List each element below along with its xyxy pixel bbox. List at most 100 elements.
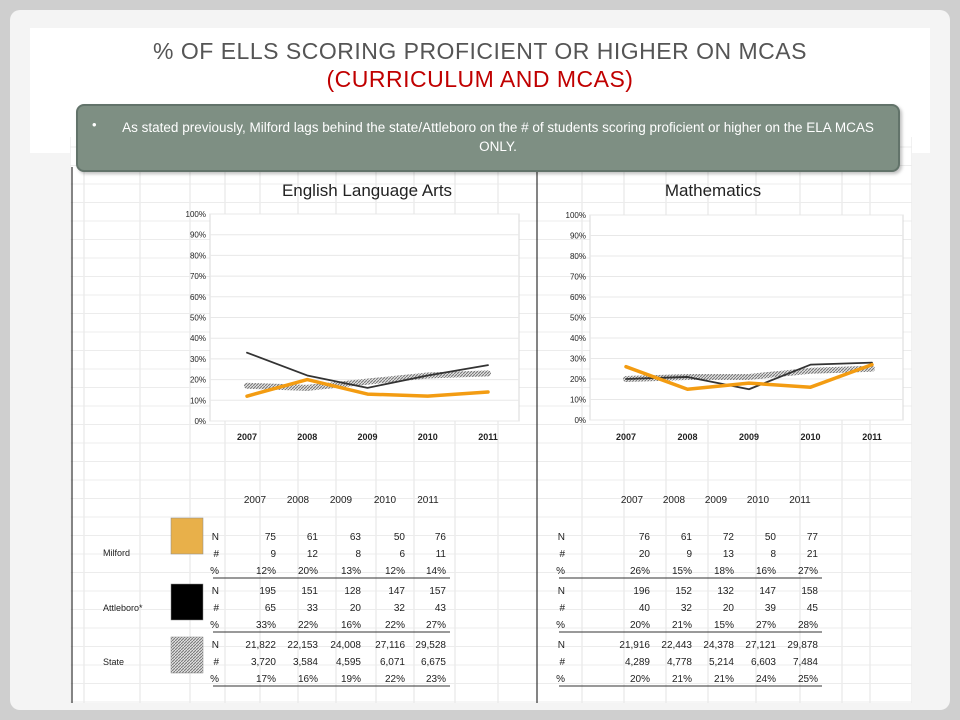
- ela-table-cell: 22%: [385, 620, 405, 631]
- slide-title: % OF ELLS SCORING PROFICIENT OR HIGHER O…: [153, 38, 807, 64]
- math-table-cell: 50: [765, 532, 777, 543]
- table-group-label-0: Milford: [103, 548, 130, 558]
- math-table-cell: 8: [770, 549, 776, 560]
- math-table-cell: 20: [723, 603, 735, 614]
- math-table-cell: 27,121: [745, 640, 776, 651]
- math-table-cell: 77: [807, 532, 819, 543]
- math-row-label: #: [559, 657, 565, 668]
- math-table-cell: 4,289: [625, 657, 650, 668]
- ela-table-cell: 76: [435, 532, 447, 543]
- chart-slide: English Language Arts 0% 10% 20% 30% 40% 50% 60…: [70, 137, 912, 703]
- ela-row-label: N: [212, 640, 219, 651]
- ela-x-tick-label: 2011: [478, 432, 498, 442]
- math-table-cell: 7,484: [793, 657, 818, 668]
- ela-table-cell: 24,008: [330, 640, 361, 651]
- ela-row-label: #: [213, 657, 219, 668]
- ela-table-year-header: 2009: [330, 495, 353, 506]
- legend-swatch-attleboro: [170, 583, 204, 621]
- callout-text: As stated previously, Milford lags behin…: [122, 120, 874, 154]
- math-table-cell: 27%: [756, 620, 776, 631]
- math-row-label: %: [556, 674, 565, 685]
- ela-table-cell: 17%: [256, 674, 276, 685]
- math-series-milford-line: [624, 362, 874, 391]
- ela-table-cell: 75: [265, 532, 277, 543]
- ela-table-year-header: 2011: [417, 495, 439, 506]
- ela-table-cell: 27,116: [375, 640, 405, 651]
- table-group-label-2: State: [103, 657, 124, 667]
- math-table-cell: 20: [639, 549, 651, 560]
- math-table-cell: 21,916: [619, 640, 650, 651]
- math-row-label: %: [556, 620, 565, 631]
- ela-series-milford-line: [245, 377, 490, 398]
- math-table-cell: 21: [807, 549, 819, 560]
- ela-table-cell: 13%: [341, 566, 361, 577]
- math-table-cell: 152: [675, 586, 692, 597]
- ela-table-cell: 147: [388, 586, 405, 597]
- ela-row-label: N: [212, 586, 219, 597]
- math-row-label: #: [559, 603, 565, 614]
- ela-chart-title: English Language Arts: [282, 181, 452, 200]
- ela-table-cell: 12%: [385, 566, 405, 577]
- math-table-cell: 45: [807, 603, 819, 614]
- math-table-cell: 24%: [756, 674, 776, 685]
- math-table-cell: 5,214: [709, 657, 734, 668]
- ela-row-label: %: [210, 566, 219, 577]
- ela-y-tick-label: 20%: [190, 376, 206, 385]
- ela-table-cell: 6,675: [421, 657, 446, 668]
- math-table-cell: 24,378: [703, 640, 734, 651]
- math-y-tick-label: 70%: [570, 273, 586, 282]
- ela-table-cell: 3,720: [251, 657, 276, 668]
- math-row-label: %: [556, 566, 565, 577]
- ela-x-tick-label: 2010: [418, 432, 438, 442]
- ela-table-cell: 27%: [426, 620, 446, 631]
- ela-x-tick-label: 2007: [237, 432, 257, 442]
- ela-table-cell: 32: [394, 603, 406, 614]
- ela-y-tick-label: 80%: [190, 251, 206, 260]
- math-x-tick-label: 2011: [862, 432, 882, 442]
- table-group-label-1: Attleboro*: [103, 603, 143, 613]
- math-row-label: N: [558, 586, 565, 597]
- math-table-cell: 147: [759, 586, 776, 597]
- math-y-tick-label: 0%: [574, 416, 586, 425]
- math-x-tick-label: 2009: [739, 432, 759, 442]
- ela-table-cell: 43: [435, 603, 447, 614]
- math-table-cell: 21%: [714, 674, 734, 685]
- ela-table-cell: 22,153: [287, 640, 318, 651]
- math-table-cell: 21%: [672, 620, 692, 631]
- ela-table-cell: 4,595: [336, 657, 361, 668]
- math-table-year-header: 2011: [789, 495, 811, 506]
- ela-table-cell: 157: [429, 586, 446, 597]
- ela-y-tick-label: 40%: [190, 334, 206, 343]
- ela-table-cell: 151: [301, 586, 318, 597]
- callout-box: • As stated previously, Milford lags beh…: [76, 104, 900, 172]
- ela-table-cell: 33: [307, 603, 319, 614]
- ela-x-tick-label: 2009: [357, 432, 377, 442]
- math-table-cell: 20%: [630, 674, 650, 685]
- math-table-cell: 15%: [714, 620, 734, 631]
- ela-series-attleboro-line: [246, 351, 489, 389]
- math-table-cell: 20%: [630, 620, 650, 631]
- math-table-cell: 26%: [630, 566, 650, 577]
- math-x-tick-label: 2010: [800, 432, 820, 442]
- ela-table-year-header: 2007: [244, 495, 267, 506]
- ela-table-cell: 21,822: [245, 640, 276, 651]
- math-table-cell: 27%: [798, 566, 818, 577]
- ela-row-label: #: [213, 549, 219, 560]
- math-table-cell: 28%: [798, 620, 818, 631]
- math-table-cell: 32: [681, 603, 693, 614]
- charts-and-table: English Language Arts0%10%20%30%40%50%60…: [70, 137, 912, 703]
- ela-table-cell: 9: [270, 549, 276, 560]
- math-table-cell: 25%: [798, 674, 818, 685]
- ela-table-cell: 3,584: [293, 657, 318, 668]
- ela-table-year-header: 2010: [374, 495, 397, 506]
- math-y-tick-label: 50%: [570, 314, 586, 323]
- math-table-cell: 72: [723, 532, 735, 543]
- math-table-year-header: 2007: [621, 495, 644, 506]
- math-row-label: N: [558, 640, 565, 651]
- math-y-tick-label: 20%: [570, 375, 586, 384]
- math-y-tick-label: 80%: [570, 252, 586, 261]
- math-table-cell: 196: [633, 586, 650, 597]
- ela-y-tick-label: 0%: [194, 417, 206, 426]
- ela-y-tick-label: 70%: [190, 272, 206, 281]
- math-table-cell: 132: [717, 586, 734, 597]
